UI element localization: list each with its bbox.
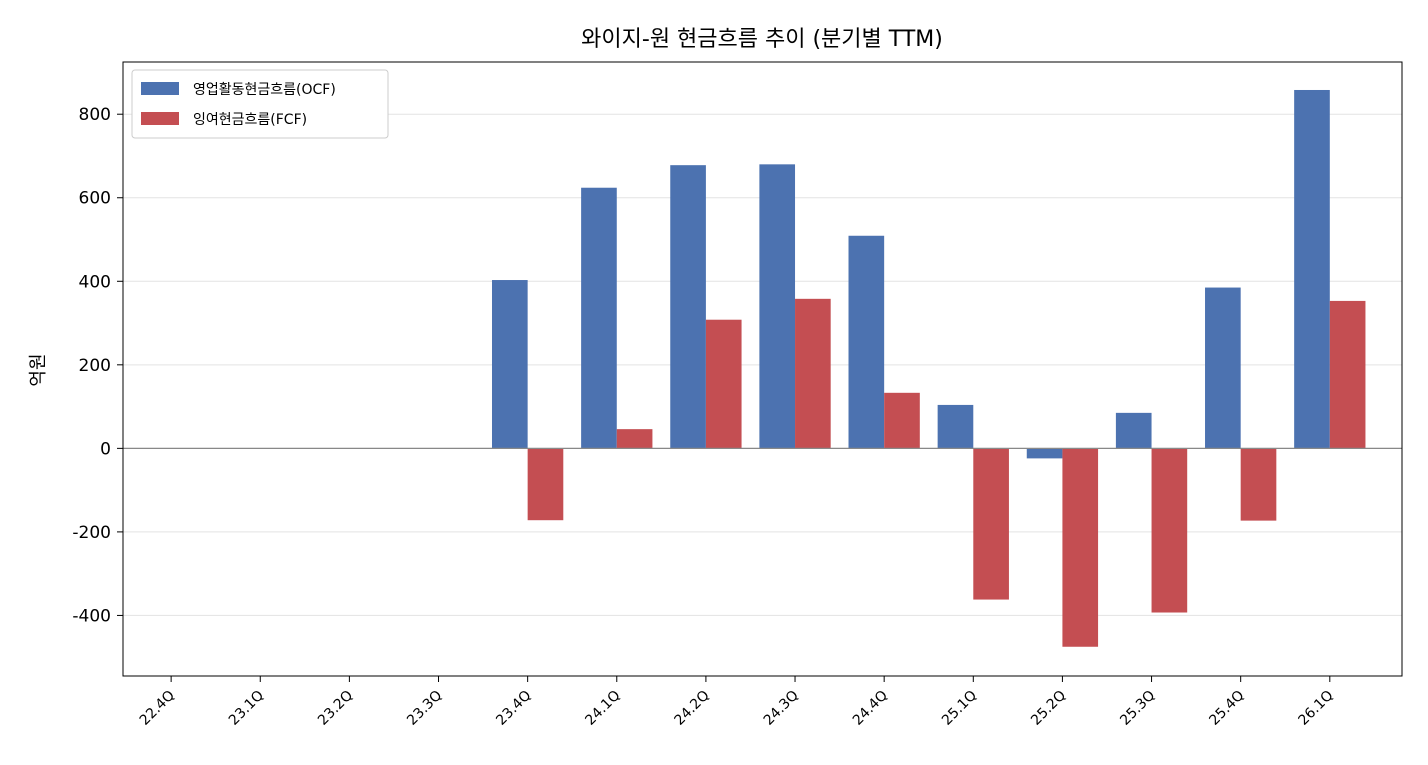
y-tick-label: -400 [72,606,111,626]
x-tick-label: 25.4Q [1206,688,1247,729]
ocf-bar [1026,448,1063,459]
fcf-bar [795,298,831,449]
x-tick-label: 23.2Q [315,688,356,729]
ocf-bar [1205,287,1241,449]
bars [491,89,1366,647]
x-tick-label: 25.2Q [1028,688,1069,729]
y-tick-label: -200 [72,523,111,543]
ocf-bar [491,280,528,449]
fcf-bar [527,448,564,521]
x-tick-label: 24.2Q [672,688,713,729]
x-axis: 22.4Q 23.1Q 23.2Q 23.3Q 23.4Q 24.1Q 24.2Q 24.3Q… [137,676,1337,729]
legend-box [131,69,389,139]
y-tick-label: 800 [79,105,111,125]
legend-label: 영업활동현금흐름(OCF) [193,82,336,98]
y-tick-label: 200 [79,356,111,376]
legend: 영업활동현금흐름(OCF) 잉여현금흐름(FCF) [131,69,389,139]
fcf-bar [973,448,1009,600]
x-tick-label: 26.1Q [1295,688,1336,729]
ocf-bar [1294,89,1330,449]
fcf-bar [616,429,653,449]
ocf-bar [937,404,974,449]
fcf-bar [884,392,920,449]
fcf-bar [1151,448,1188,613]
fcf-bar [705,319,742,449]
y-tick-label: 0 [100,439,111,459]
x-tick-label: 25.3Q [1117,688,1158,729]
ocf-bar [670,165,706,449]
y-tick-label: 400 [79,272,111,292]
x-tick-label: 23.4Q [493,688,534,729]
y-axis-label: 억원 [28,353,49,386]
ocf-bar [1115,412,1152,449]
x-tick-label: 24.3Q [761,688,802,729]
legend-label: 잉여현금흐름(FCF) [193,112,307,128]
fcf-bar [1240,448,1277,521]
x-tick-label: 22.4Q [137,688,178,729]
ocf-bar [581,187,617,449]
ocf-bar [848,235,885,449]
plot-frame [122,61,1403,677]
x-tick-label: 23.1Q [226,688,267,729]
x-tick-label: 25.1Q [939,688,980,729]
x-tick-label: 24.1Q [582,688,623,729]
ocf-bar [759,164,796,449]
y-axis: -400 -200 0 200 400 600 800 [72,105,123,626]
fcf-bar [1062,448,1099,647]
legend-swatch [141,82,179,95]
x-tick-label: 23.3Q [404,688,445,729]
legend-swatch [141,112,179,125]
y-tick-label: 600 [79,189,111,209]
x-tick-label: 24.4Q [850,688,891,729]
chart-title: 와이지-원 현금흐름 추이 (분기별 TTM) [581,27,943,52]
fcf-bar [1329,300,1366,449]
